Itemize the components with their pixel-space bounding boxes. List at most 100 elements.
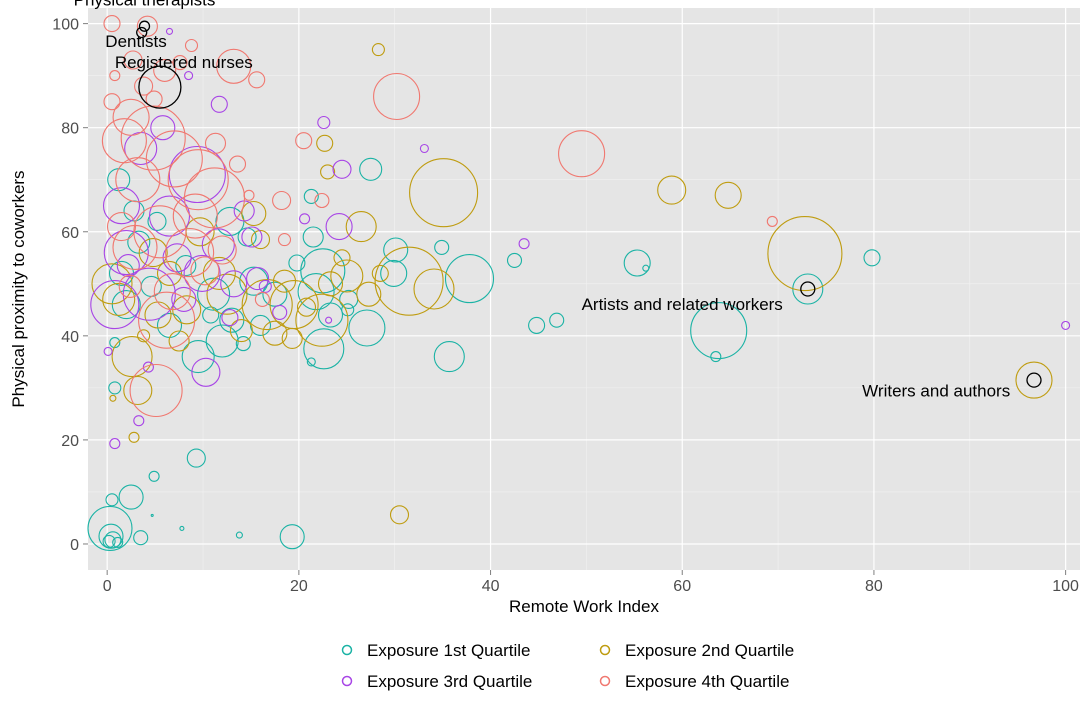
data-point-q3 bbox=[103, 346, 113, 356]
data-point-q3 bbox=[103, 230, 149, 276]
annotation-label: Registered nurses bbox=[115, 53, 253, 72]
y-tick-label: 40 bbox=[61, 329, 79, 346]
data-point-q1 bbox=[98, 523, 124, 549]
data-point-q4 bbox=[172, 55, 188, 71]
data-point-q4 bbox=[120, 105, 186, 171]
data-point-q2 bbox=[91, 263, 133, 305]
data-point-q4 bbox=[204, 132, 227, 154]
data-point-q3 bbox=[201, 228, 235, 262]
data-point-q2 bbox=[356, 281, 382, 307]
data-point-q3 bbox=[122, 267, 176, 321]
legend-key-q1 bbox=[341, 644, 353, 656]
data-point-q4 bbox=[134, 76, 154, 96]
data-point-q3 bbox=[168, 145, 226, 204]
data-point-q3 bbox=[133, 415, 145, 427]
data-point-q1 bbox=[710, 351, 722, 363]
data-point-q1 bbox=[279, 524, 305, 550]
data-point-q2 bbox=[272, 269, 297, 293]
data-point-q1 bbox=[181, 340, 215, 374]
data-point-q2 bbox=[206, 273, 248, 315]
data-point-q1 bbox=[109, 337, 121, 349]
data-point-q2 bbox=[156, 260, 183, 286]
data-point-q4 bbox=[165, 228, 215, 278]
data-point-q2 bbox=[389, 505, 410, 525]
data-point-q2 bbox=[374, 246, 444, 316]
data-point-q1 bbox=[288, 254, 306, 272]
data-point-q1 bbox=[179, 525, 185, 531]
data-point-q2 bbox=[109, 394, 117, 402]
data-point-q2 bbox=[281, 327, 303, 349]
annotation-label: Physical therapists bbox=[74, 0, 216, 9]
data-point-q4 bbox=[248, 71, 266, 89]
data-point-q3 bbox=[1061, 320, 1071, 330]
data-point-q3 bbox=[220, 270, 248, 298]
data-point-q4 bbox=[109, 70, 121, 82]
data-point-q2 bbox=[250, 230, 271, 250]
annotation-label: Artists and related workers bbox=[582, 295, 783, 314]
data-point-q3 bbox=[102, 187, 141, 225]
data-point-q2 bbox=[345, 211, 377, 243]
data-point-q2 bbox=[262, 320, 288, 346]
data-point-q4 bbox=[133, 205, 187, 259]
data-point-q2 bbox=[202, 256, 236, 290]
x-tick-label: 100 bbox=[1052, 578, 1079, 595]
data-point-q1 bbox=[303, 328, 345, 370]
data-point-q2 bbox=[333, 249, 351, 267]
legend-key-q3 bbox=[341, 675, 353, 687]
data-point-q3 bbox=[116, 254, 140, 278]
data-point-q2 bbox=[714, 181, 742, 209]
x-tick-label: 20 bbox=[290, 578, 308, 595]
data-point-q4 bbox=[118, 274, 142, 298]
data-point-q2 bbox=[123, 375, 153, 406]
data-point-q4 bbox=[136, 15, 158, 37]
data-point-q1 bbox=[87, 505, 133, 551]
data-point-q3 bbox=[165, 27, 174, 35]
data-point-q3 bbox=[183, 254, 221, 292]
data-point-q2 bbox=[413, 268, 455, 310]
data-point-q1 bbox=[383, 237, 409, 263]
legend: Exposure 1st Quartile Exposure 2nd Quarti… bbox=[341, 641, 794, 691]
data-point-q4 bbox=[172, 193, 218, 239]
data-point-q1 bbox=[642, 264, 650, 272]
data-point-q1 bbox=[359, 157, 383, 181]
data-point-q3 bbox=[210, 95, 228, 113]
y-tick-label: 80 bbox=[61, 121, 79, 138]
data-point-q1 bbox=[623, 249, 651, 277]
data-point-q1 bbox=[506, 252, 523, 268]
data-point-q1 bbox=[297, 273, 335, 311]
grid-minor bbox=[88, 8, 1080, 570]
data-point-q4 bbox=[277, 233, 292, 247]
data-point-q3 bbox=[142, 361, 154, 373]
data-point-q3 bbox=[325, 316, 333, 324]
grid-major bbox=[88, 8, 1080, 570]
data-point-q4 bbox=[103, 93, 121, 111]
data-point-q1 bbox=[147, 211, 167, 231]
data-point-q1 bbox=[105, 493, 119, 507]
data-point-q3 bbox=[518, 238, 530, 250]
data-points bbox=[87, 15, 1071, 551]
data-point-q1 bbox=[118, 484, 144, 510]
highlight-point bbox=[136, 26, 148, 39]
x-tick-label: 60 bbox=[673, 578, 691, 595]
x-tick-label: 40 bbox=[482, 578, 500, 595]
data-point-q2 bbox=[102, 282, 136, 316]
data-point-q4 bbox=[558, 130, 606, 178]
data-point-q1 bbox=[197, 277, 231, 311]
data-point-q1 bbox=[133, 530, 149, 546]
data-point-q1 bbox=[434, 239, 450, 255]
data-point-q3 bbox=[221, 309, 239, 327]
data-point-q4 bbox=[129, 363, 183, 418]
x-axis-label: Remote Work Index bbox=[509, 597, 659, 616]
data-point-q1 bbox=[112, 536, 124, 548]
data-point-q3 bbox=[317, 115, 331, 130]
legend-label: Exposure 2nd Quartile bbox=[625, 641, 794, 660]
data-point-q4 bbox=[167, 149, 229, 211]
data-point-q2 bbox=[241, 200, 267, 227]
data-point-q4 bbox=[153, 58, 177, 82]
data-point-q4 bbox=[123, 50, 143, 70]
data-point-q1 bbox=[348, 309, 386, 347]
highlight-point bbox=[800, 281, 816, 297]
x-tick-label: 80 bbox=[865, 578, 883, 595]
data-point-q1 bbox=[102, 534, 116, 548]
data-point-q3 bbox=[184, 71, 194, 81]
